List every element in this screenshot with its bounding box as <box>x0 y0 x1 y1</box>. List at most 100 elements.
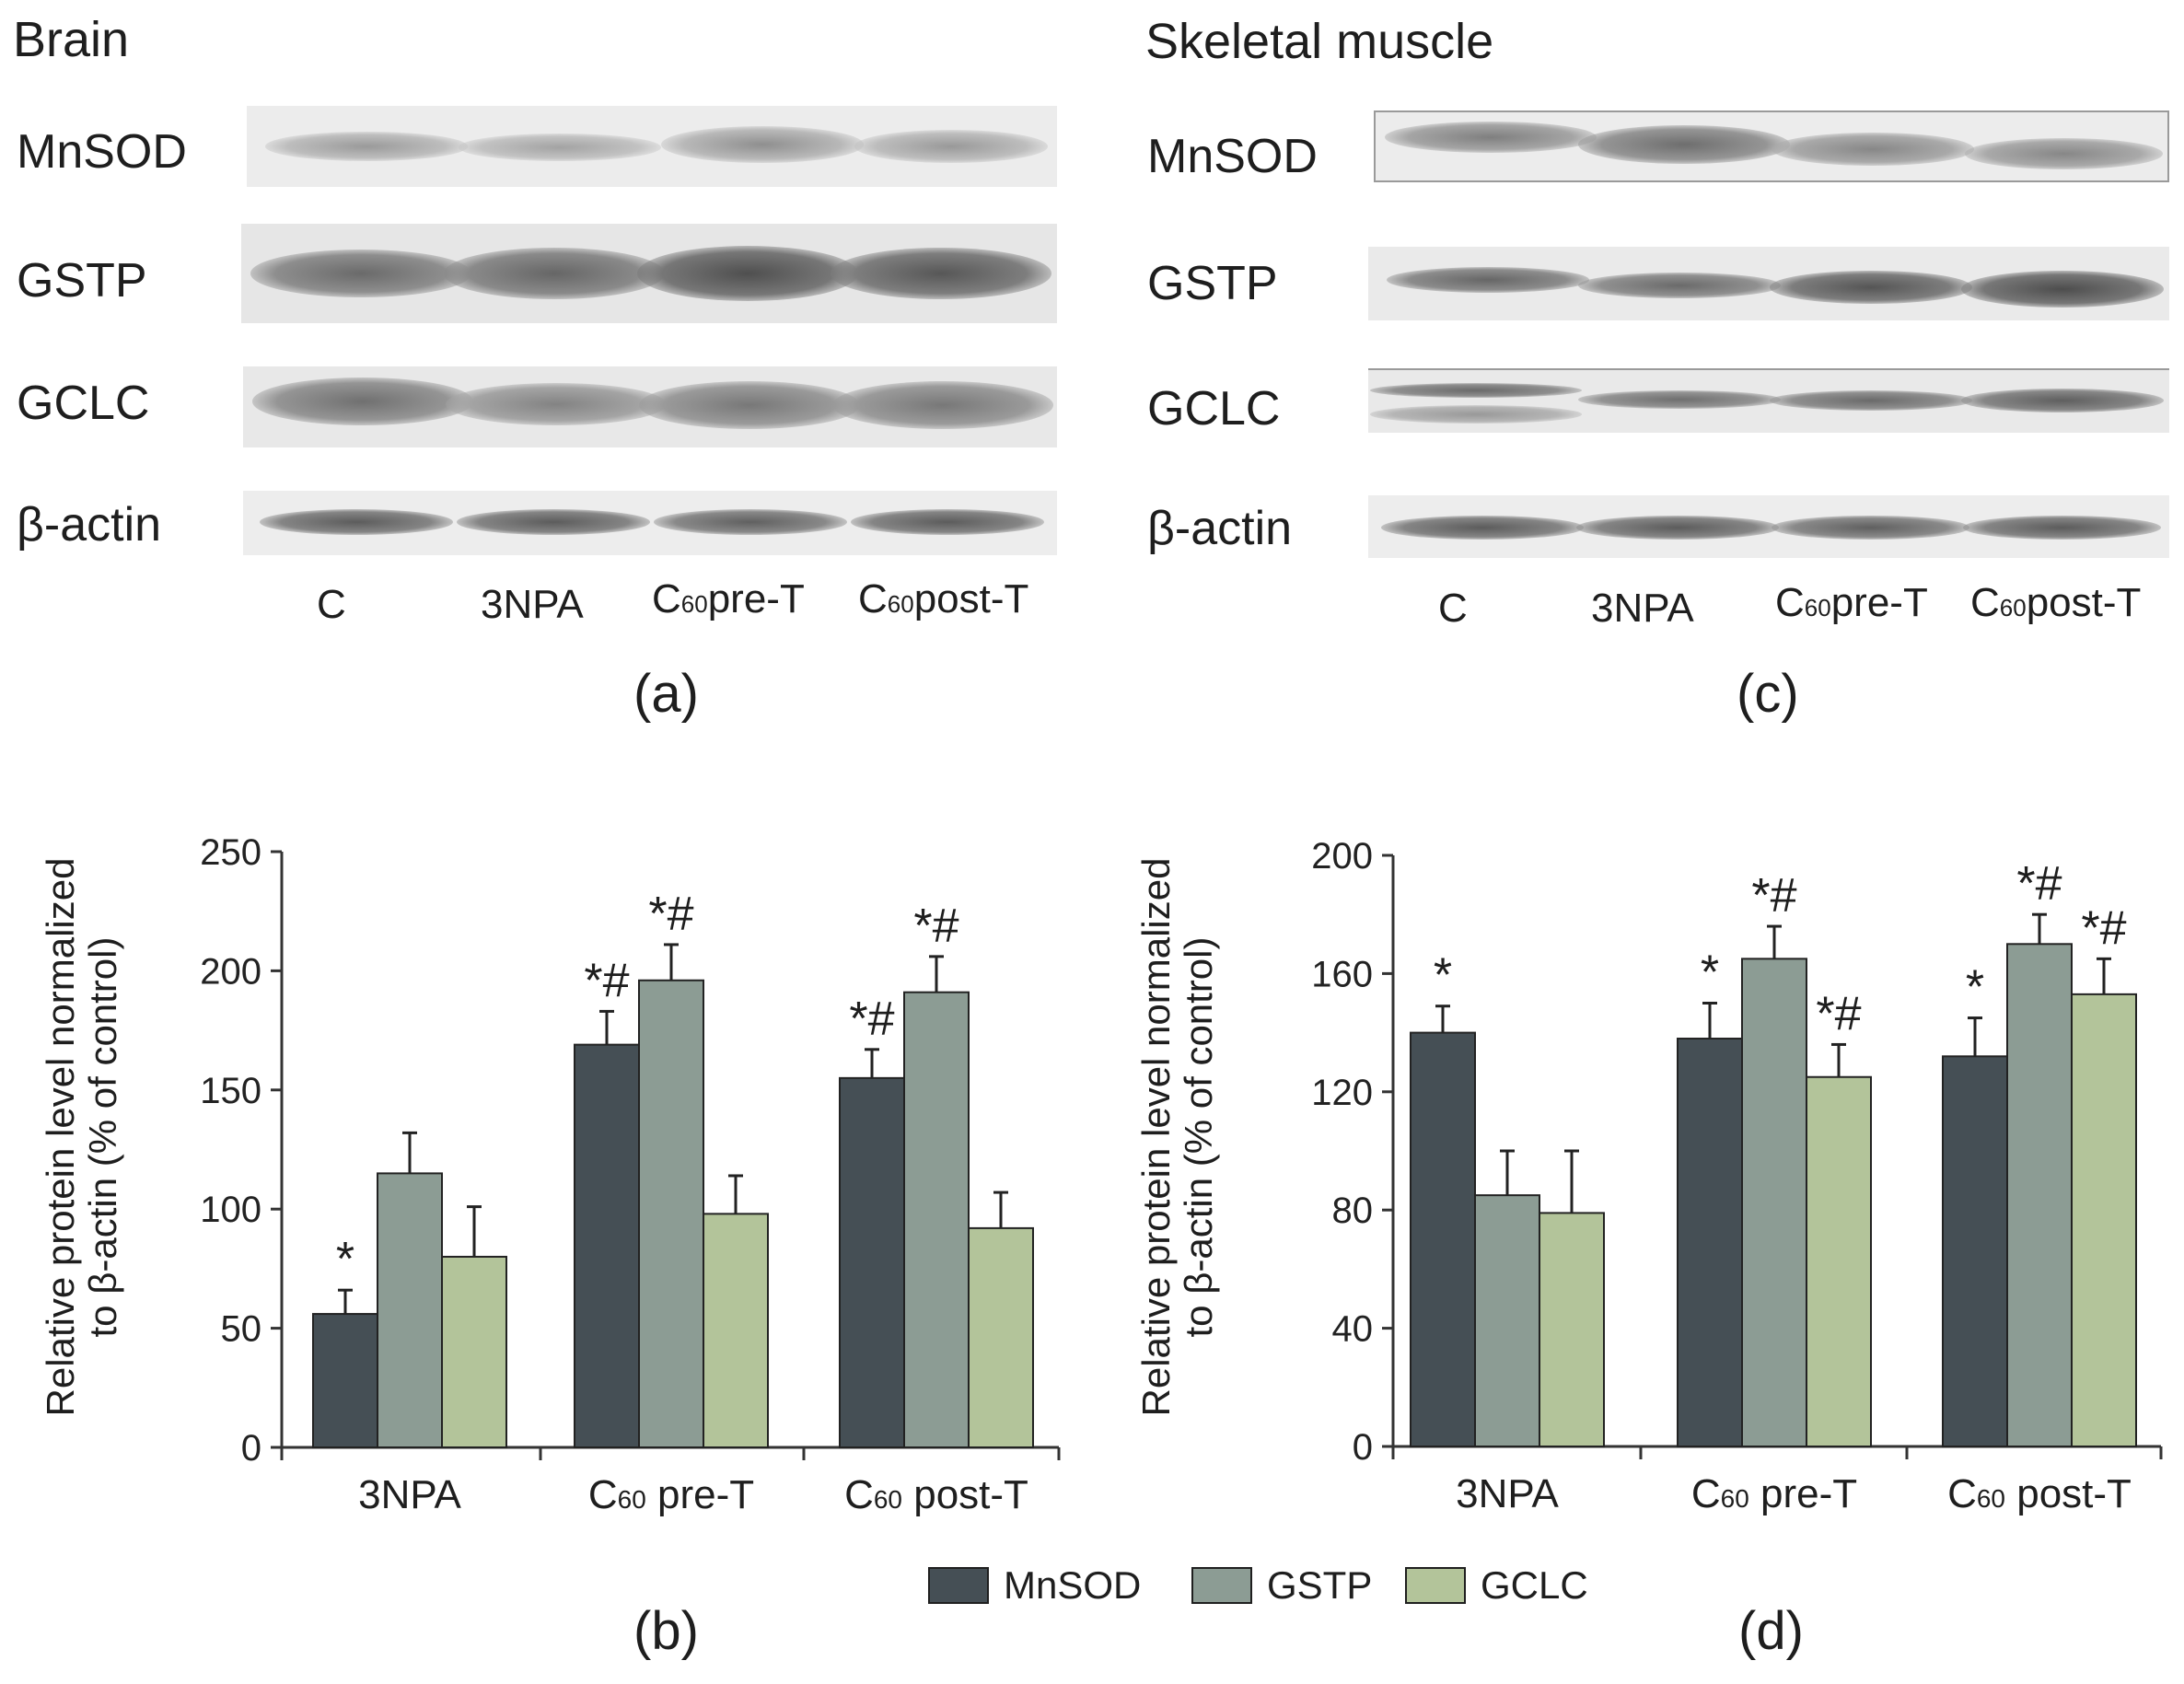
x-category-label-part: post-T <box>2005 1471 2132 1516</box>
y-axis-label-line: Relative protein level normalized <box>39 858 82 1417</box>
bar-gstp <box>377 1172 443 1448</box>
x-category-label-part: C <box>588 1472 618 1517</box>
y-axis-label: Relative protein level normalizedto β-ac… <box>1134 858 1220 1417</box>
x-category-label-part: pre-T <box>1749 1471 1857 1516</box>
muscle-lane-label: C60post-T <box>1970 580 2142 625</box>
y-axis-label-line: to β-actin (% of control) <box>1177 937 1220 1338</box>
legend-swatch-mnsod <box>928 1567 989 1604</box>
bar-gclc <box>2071 993 2137 1447</box>
brain-row-label-bactin: β-actin <box>17 498 162 552</box>
brain-blot-gclc <box>243 366 1057 447</box>
muscle-row-label-gclc: GCLC <box>1147 382 1281 436</box>
significance-marker: *# <box>913 900 958 953</box>
muscle-lane-label: C <box>1438 586 1468 631</box>
x-category-label-part: C <box>844 1472 874 1517</box>
legend-item-gstp: GSTP <box>1191 1563 1372 1608</box>
brain-lane-label: 3NPA <box>481 582 584 627</box>
x-category-label-part: post-T <box>902 1472 1028 1517</box>
muscle-title: Skeletal muscle <box>1145 14 1494 69</box>
x-category-label: 3NPA <box>358 1472 461 1517</box>
bar-gclc <box>1806 1075 1872 1447</box>
y-axis-label: Relative protein level normalizedto β-ac… <box>39 858 124 1417</box>
chart-d: Relative protein level normalizedto β-ac… <box>1134 836 2163 1516</box>
x-category-label-sub: 60 <box>1977 1484 2005 1513</box>
bar-mnsod <box>839 1076 905 1448</box>
bar-mnsod <box>1410 1031 1476 1447</box>
legend-item-mnsod: MnSOD <box>928 1563 1141 1608</box>
chart-b: Relative protein level normalizedto β-ac… <box>39 832 1061 1517</box>
bar-gstp <box>1741 958 1807 1448</box>
significance-marker: *# <box>648 888 693 941</box>
bar-gclc <box>441 1255 507 1449</box>
brain-blot-bactin <box>243 491 1057 555</box>
muscle-lane-label: C60pre-T <box>1775 580 1928 625</box>
muscle-blot-gstp <box>1368 247 2169 320</box>
x-category-label: C60 post-T <box>844 1472 1028 1517</box>
y-tick-label: 150 <box>200 1071 261 1111</box>
y-tick-label: 200 <box>1311 836 1373 877</box>
brain-lane-label: C60pre-T <box>652 576 805 621</box>
x-category-label-part: C <box>1691 1471 1721 1516</box>
x-category-label-part: 3NPA <box>358 1472 461 1517</box>
brain-blot-mnsod <box>247 106 1057 187</box>
bar-gstp <box>638 979 704 1448</box>
muscle-blot-mnsod <box>1374 110 2169 182</box>
x-category-label-sub: 60 <box>1721 1484 1749 1513</box>
brain-row-label-mnsod: MnSOD <box>17 125 187 179</box>
bar-gclc <box>968 1226 1034 1448</box>
brain-lane-label: C <box>317 582 346 627</box>
brain-row-label-gstp: GSTP <box>17 254 147 308</box>
significance-marker: *# <box>1816 987 1861 1040</box>
x-category-label-part: 3NPA <box>1456 1471 1559 1516</box>
y-tick-label: 160 <box>1311 954 1373 994</box>
y-axis-label-line: Relative protein level normalized <box>1134 858 1178 1417</box>
brain-blot-gstp <box>241 224 1057 323</box>
x-category-label: C60 post-T <box>1947 1471 2132 1516</box>
brain-lane-label: C60post-T <box>858 576 1029 621</box>
muscle-row-label-gstp: GSTP <box>1147 257 1278 310</box>
bar-gstp <box>903 991 970 1448</box>
brain-row-label-gclc: GCLC <box>17 377 150 430</box>
bar-mnsod <box>312 1313 378 1449</box>
y-tick-label: 0 <box>241 1428 261 1469</box>
x-category-label: C60 pre-T <box>1691 1471 1857 1516</box>
y-tick-label: 120 <box>1311 1073 1373 1113</box>
significance-marker: *# <box>2016 857 2062 911</box>
significance-marker: *# <box>584 954 629 1007</box>
significance-marker: * <box>1701 947 1719 1000</box>
bar-mnsod <box>1677 1038 1743 1447</box>
y-tick-label: 100 <box>200 1190 261 1230</box>
x-category-label-sub: 60 <box>874 1485 902 1514</box>
legend-swatch-gclc <box>1405 1567 1466 1604</box>
x-category-label-sub: 60 <box>618 1485 646 1514</box>
significance-marker: *# <box>849 993 894 1046</box>
significance-marker: * <box>336 1233 354 1286</box>
significance-marker: *# <box>1751 869 1796 923</box>
brain-title: Brain <box>13 12 130 67</box>
legend-label-gstp: GSTP <box>1267 1563 1373 1607</box>
bar-gstp <box>2006 943 2073 1448</box>
significance-marker: * <box>1434 949 1452 1003</box>
muscle-blot-gclc <box>1368 368 2169 433</box>
significance-marker: *# <box>2081 901 2126 955</box>
y-axis-label-line: to β-actin (% of control) <box>81 937 124 1338</box>
bar-gstp <box>1474 1194 1540 1447</box>
muscle-row-label-mnsod: MnSOD <box>1147 130 1318 183</box>
x-category-label-part: C <box>1947 1471 1977 1516</box>
legend-swatch-gstp <box>1191 1567 1252 1604</box>
y-tick-label: 50 <box>221 1309 262 1350</box>
panel-a-label: (a) <box>633 664 699 724</box>
significance-marker: * <box>1966 961 1984 1015</box>
panel-b-label: (b) <box>633 1601 699 1661</box>
bar-gclc <box>703 1213 769 1448</box>
panel-c-label: (c) <box>1737 664 1799 724</box>
panel-d-label: (d) <box>1738 1601 1804 1661</box>
muscle-row-label-bactin: β-actin <box>1147 502 1293 555</box>
y-tick-label: 80 <box>1332 1190 1374 1231</box>
y-tick-label: 0 <box>1353 1427 1373 1468</box>
legend-label-gclc: GCLC <box>1481 1563 1588 1607</box>
y-tick-label: 250 <box>200 832 261 873</box>
legend-label-mnsod: MnSOD <box>1004 1563 1142 1607</box>
bar-mnsod <box>574 1043 640 1448</box>
x-category-label-part: pre-T <box>646 1472 754 1517</box>
